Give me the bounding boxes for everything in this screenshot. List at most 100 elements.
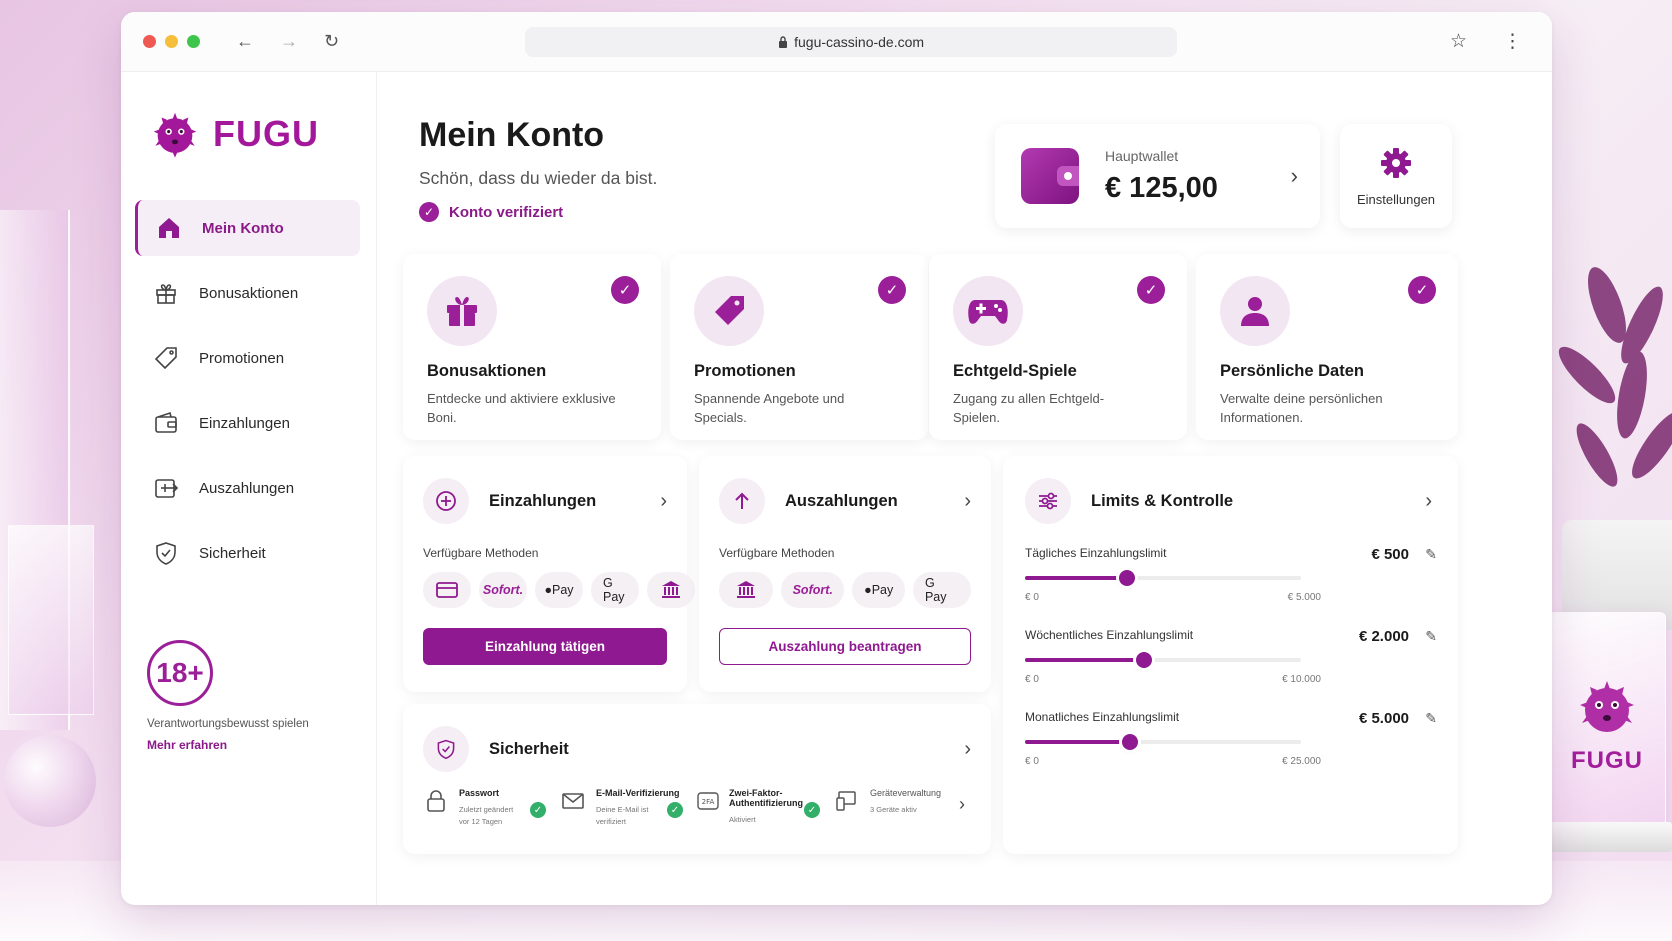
- page-header: Mein Konto Schön, dass du wieder da bist…: [403, 72, 1528, 252]
- background-glass-sphere: [4, 735, 96, 827]
- sidebar-item-label: Sicherheit: [199, 544, 266, 562]
- feature-card-bonusaktionen[interactable]: ✓ Bonusaktionen Entdecke und aktiviere e…: [403, 254, 661, 440]
- welcome-text: Schön, dass du wieder da bist.: [419, 168, 658, 188]
- limit-label: Monatliches Einzahlungslimit: [1025, 710, 1180, 724]
- security-item-devices[interactable]: Geräteverwaltung 3 Geräte aktiv ›: [834, 788, 971, 816]
- minimize-window-button[interactable]: [165, 35, 178, 48]
- feature-card-persoenliche-daten[interactable]: ✓ Persönliche Daten Verwalte deine persö…: [1196, 254, 1458, 440]
- sofort-method[interactable]: Sofort.: [781, 572, 845, 608]
- apple-pay-method[interactable]: ● Pay: [535, 572, 583, 608]
- request-withdrawal-button[interactable]: Auszahlung beantragen: [719, 628, 971, 665]
- credit-card-icon[interactable]: [423, 572, 471, 608]
- sidebar-item-label: Mein Konto: [202, 219, 284, 237]
- sidebar-item-auszahlungen[interactable]: Auszahlungen: [135, 460, 360, 516]
- apple-pay-method[interactable]: ● Pay: [852, 572, 905, 608]
- limit-label: Wöchentliches Einzahlungslimit: [1025, 628, 1194, 642]
- settings-button[interactable]: Einstellungen: [1340, 124, 1452, 228]
- security-item-password[interactable]: Passwort Zuletzt geändert vor 12 Tagen ✓: [423, 788, 560, 828]
- limit-slider-track[interactable]: [1025, 652, 1301, 668]
- limit-value: € 5.000: [1358, 710, 1409, 727]
- wallet-label: Hauptwallet: [1105, 147, 1179, 164]
- wallet-icon: [1021, 148, 1079, 204]
- security-item-status: Zuletzt geändert vor 12 Tagen: [459, 805, 514, 826]
- feature-card-promotionen[interactable]: ✓ Promotionen Spannende Angebote und Spe…: [670, 254, 928, 440]
- sidebar-item-mein-konto[interactable]: Mein Konto: [135, 200, 360, 256]
- background-glass-block: [8, 525, 94, 715]
- chevron-right-icon[interactable]: ›: [964, 737, 971, 760]
- pencil-edit-icon[interactable]: ✎: [1425, 546, 1437, 562]
- logo-text: FUGU: [213, 113, 319, 154]
- sofort-method[interactable]: Sofort.: [479, 572, 527, 608]
- close-window-button[interactable]: [143, 35, 156, 48]
- feature-card-echtgeld-spiele[interactable]: ✓ Echtgeld-Spiele Zugang zu allen Echtge…: [929, 254, 1187, 440]
- feature-title: Persönliche Daten: [1220, 362, 1364, 380]
- 2fa-icon: 2FA: [697, 788, 719, 814]
- limit-label: Tägliches Einzahlungslimit: [1025, 546, 1167, 560]
- limit-slider-handle[interactable]: [1121, 734, 1138, 750]
- maximize-window-button[interactable]: [187, 35, 200, 48]
- tag-icon: [154, 347, 177, 370]
- gift-icon: [427, 276, 497, 346]
- limit-slider-handle[interactable]: [1135, 652, 1152, 668]
- feature-title: Promotionen: [694, 362, 796, 380]
- more-menu-icon[interactable]: ⋮: [1503, 31, 1522, 52]
- sidebar-item-bonusaktionen[interactable]: Bonusaktionen: [135, 265, 360, 321]
- methods-label: Verfügbare Methoden: [423, 546, 539, 560]
- address-bar[interactable]: fugu-cassino-de.com: [525, 26, 1178, 57]
- security-item-2fa[interactable]: 2FA Zwei-Faktor-Authentifizierung Aktivie…: [697, 788, 834, 826]
- sidebar-item-label: Einzahlungen: [199, 414, 290, 432]
- settings-label: Einstellungen: [1356, 191, 1436, 207]
- back-arrow-icon[interactable]: ←: [236, 31, 254, 51]
- bank-icon[interactable]: [647, 572, 695, 608]
- withdraw-icon: [155, 479, 179, 498]
- sidebar-item-promotionen[interactable]: Promotionen: [135, 330, 360, 386]
- reload-icon[interactable]: ↻: [324, 31, 340, 51]
- limit-slider-track[interactable]: [1025, 734, 1301, 750]
- limit-slider-fill: [1025, 658, 1144, 662]
- sidebar: FUGU Mein Konto Bonusaktionen Promotione…: [121, 72, 377, 905]
- bank-icon[interactable]: [719, 572, 773, 608]
- background-acrylic-base: [1532, 822, 1672, 852]
- more-info-link[interactable]: Mehr erfahren: [147, 738, 228, 752]
- limit-slider-fill: [1025, 740, 1130, 744]
- apple-logo-icon: ●: [864, 583, 872, 597]
- chevron-right-icon[interactable]: ›: [964, 489, 971, 512]
- star-bookmark-icon[interactable]: ☆: [1449, 31, 1467, 52]
- security-item-name: Zwei-Faktor-Authentifizierung: [729, 788, 803, 808]
- lock-icon: [779, 35, 788, 48]
- withdraw-panel: Auszahlungen › Verfügbare Methoden Sofor…: [699, 456, 991, 692]
- gift-icon: [156, 284, 176, 304]
- fugu-logo[interactable]: FUGU: [149, 108, 360, 160]
- limit-slider-track[interactable]: [1025, 570, 1301, 586]
- plus-circle-icon: [423, 478, 469, 524]
- google-pay-method[interactable]: G Pay: [912, 572, 971, 608]
- feature-title: Bonusaktionen: [427, 362, 547, 380]
- browser-window: ← → ↻ fugu-cassino-de.com ☆ ⋮: [121, 12, 1552, 905]
- deposit-title: Einzahlungen: [489, 491, 597, 510]
- chevron-right-icon[interactable]: ›: [660, 489, 667, 512]
- limit-value: € 2.000: [1358, 628, 1409, 645]
- deposit-methods: Sofort. ● Pay G Pay: [423, 572, 695, 608]
- check-icon: ✓: [419, 202, 439, 222]
- wallet-icon: [155, 411, 177, 433]
- forward-arrow-icon[interactable]: →: [280, 31, 298, 51]
- url-text: fugu-cassino-de.com: [794, 33, 925, 50]
- limit-slider-handle[interactable]: [1119, 570, 1136, 586]
- pencil-edit-icon[interactable]: ✎: [1425, 710, 1437, 726]
- chevron-right-icon[interactable]: ›: [959, 794, 965, 814]
- make-deposit-button[interactable]: Einzahlung tätigen: [423, 628, 667, 665]
- feature-description: Zugang zu allen Echtgeld-Spielen.: [953, 391, 1105, 425]
- sidebar-item-einzahlungen[interactable]: Einzahlungen: [135, 395, 360, 451]
- verified-status: ✓ Konto verifiziert: [419, 202, 563, 222]
- gear-icon: [1381, 147, 1411, 178]
- security-item-email[interactable]: E-Mail-Verifizierung Deine E-Mail ist ver…: [560, 788, 697, 828]
- limit-max-label: € 10.000: [1282, 674, 1321, 685]
- limit-min-label: € 0: [1025, 592, 1039, 603]
- google-pay-method[interactable]: G Pay: [591, 572, 639, 608]
- chevron-right-icon[interactable]: ›: [1425, 489, 1432, 512]
- pencil-edit-icon[interactable]: ✎: [1425, 628, 1437, 644]
- sidebar-item-sicherheit[interactable]: Sicherheit: [135, 525, 360, 581]
- feature-title: Echtgeld-Spiele: [953, 362, 1077, 380]
- background-pot: [1562, 520, 1672, 630]
- main-wallet-card[interactable]: Hauptwallet € 125,00 ›: [995, 124, 1320, 228]
